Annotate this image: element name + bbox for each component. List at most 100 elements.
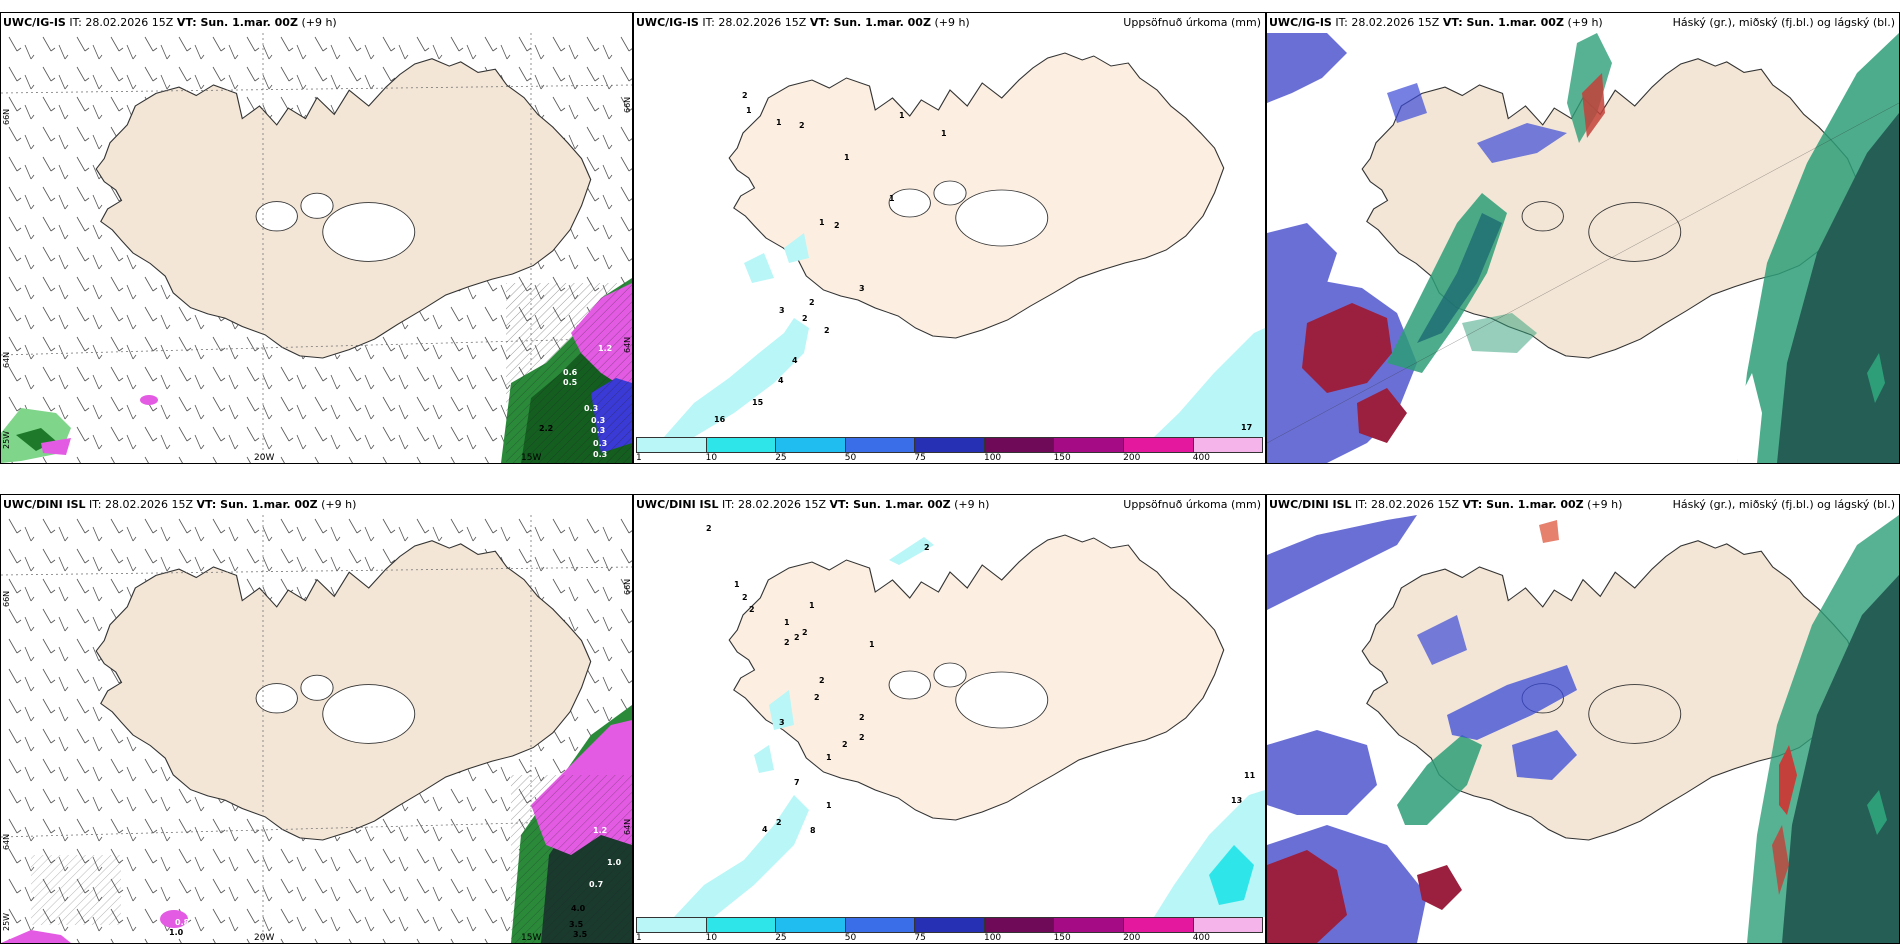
lon-label-20w: 20W [254,453,275,463]
legend-tick: 200 [1123,933,1141,943]
legend-swatch [845,438,916,452]
precip-legend-bar [636,437,1263,453]
precip-value: 1 [869,640,875,649]
lat-label-66n-right: 66N [623,578,632,595]
precip-value: 16 [714,415,726,424]
panel-title: UWC/IG-IS IT: 28.02.2026 15Z VT: Sun. 1.… [1267,13,1899,33]
precip-value: 13 [1231,796,1242,805]
legend-swatch [706,918,777,932]
wind-value: 0.3 [591,426,605,435]
legend-swatch [706,438,777,452]
model-name: UWC/IG-IS [3,16,66,29]
model-name: UWC/IG-IS [1269,16,1332,29]
legend-swatch [1193,438,1263,452]
precip-value: 2 [799,121,805,130]
legend-tick: 400 [1192,453,1210,463]
wind-value: 1.0 [169,928,184,937]
panel-title: UWC/DINI ISL IT: 28.02.2026 15Z VT: Sun.… [634,495,1265,515]
precip-panel-title: Uppsöfnuð úrkoma (mm) [1123,16,1261,29]
legend-swatch [776,918,846,932]
precip-legend: 1 10 25 50 75 100 150 200 400 [634,915,1265,943]
legend-tick: 50 [844,933,857,943]
lon-label-15w: 15W [521,933,542,943]
precip-value: 2 [834,221,840,230]
panel-title: UWC/DINI ISL IT: 28.02.2026 15Z VT: Sun.… [1,495,632,515]
init-time: IT: 28.02.2026 15Z [89,498,194,511]
precip-value: 3 [859,284,865,293]
precip-value: 1 [776,118,782,127]
wind-value: 3.5 [573,930,588,939]
legend-tick: 150 [1053,453,1071,463]
wind-value: 0.3 [591,416,605,425]
legend-swatch [984,438,1055,452]
init-time: IT: 28.02.2026 15Z [1335,16,1440,29]
precip-value: 3 [779,718,785,727]
precip-value: 2 [859,713,865,722]
model-name: UWC/DINI ISL [1269,498,1352,511]
panel-title: UWC/DINI ISL IT: 28.02.2026 15Z VT: Sun.… [1267,495,1899,515]
lon-label-15w: 15W [521,453,542,463]
precip-map-panel-bottom: UWC/DINI ISL IT: 28.02.2026 15Z VT: Sun.… [633,494,1266,944]
legend-swatch [984,918,1055,932]
precip-value: 8 [810,826,816,835]
legend-tick: 1 [636,933,642,943]
wind-map-panel-top: UWC/IG-IS IT: 28.02.2026 15Z VT: Sun. 1.… [0,12,633,464]
wind-value: 0.5 [563,378,578,387]
precip-value: 2 [824,326,830,335]
precip-value: 1 [819,218,825,227]
wind-value: 1.2 [593,826,607,835]
wind-value: 0.6 [563,368,578,377]
forecast-offset: (+9 h) [321,498,357,511]
legend-tick: 10 [705,933,718,943]
lat-label-25w: 25W [2,912,11,931]
legend-swatch [845,918,916,932]
legend-swatch [1054,438,1124,452]
precip-value: 1 [899,111,905,120]
legend-swatch [637,918,707,932]
cloud-map-panel-top: UWC/IG-IS IT: 28.02.2026 15Z VT: Sun. 1.… [1266,12,1900,464]
wind-map: 1.2 1.0 0.7 4.0 3.5 3.5 0.8 1.0 [1,515,632,943]
precip-value: 2 [859,733,865,742]
precip-value: 4 [778,376,784,385]
valid-time: VT: Sun. 1.mar. 00Z [829,498,951,511]
lat-label-64n-right: 64N [623,818,632,835]
legend-swatch [637,438,707,452]
valid-time: VT: Sun. 1.mar. 00Z [809,16,931,29]
cloud-panel-title: Háský (gr.), miðský (fj.bl.) og lágský (… [1672,498,1895,511]
lat-label-64n-right: 64N [623,336,632,353]
precip-value: 1 [809,601,815,610]
wind-value: 0.3 [593,439,607,448]
precip-value: 2 [706,524,712,533]
precip-value: 2 [742,593,748,602]
precip-legend-bar [636,917,1263,933]
wind-value: 0.3 [584,404,598,413]
init-time: IT: 28.02.2026 15Z [722,498,827,511]
precip-value: 15 [752,398,764,407]
valid-time: VT: Sun. 1.mar. 00Z [196,498,318,511]
forecast-offset: (+9 h) [954,498,990,511]
precip-value: 3 [779,306,785,315]
lat-label-66n: 66N [2,108,11,125]
precip-value: 1 [746,106,752,115]
precip-value: 1 [826,753,832,762]
cloud-map-panel-bottom: UWC/DINI ISL IT: 28.02.2026 15Z VT: Sun.… [1266,494,1900,944]
legend-tick: 400 [1192,933,1210,943]
legend-swatch [915,918,985,932]
legend-swatch [915,438,985,452]
precip-map-panel-top: UWC/IG-IS IT: 28.02.2026 15Z VT: Sun. 1.… [633,12,1266,464]
precip-value: 2 [924,543,930,552]
lat-label-25w: 25W [2,430,11,449]
legend-tick: 100 [983,453,1002,463]
model-name: UWC/DINI ISL [3,498,86,511]
legend-swatch [1123,438,1194,452]
panel-title: UWC/IG-IS IT: 28.02.2026 15Z VT: Sun. 1.… [1,13,632,33]
precip-value: 2 [784,638,790,647]
panel-title: UWC/IG-IS IT: 28.02.2026 15Z VT: Sun. 1.… [634,13,1265,33]
valid-time: VT: Sun. 1.mar. 00Z [1442,16,1564,29]
legend-tick: 75 [914,933,926,943]
cloud-map [1267,515,1899,943]
forecast-offset: (+9 h) [934,16,970,29]
precip-value: 7 [794,778,800,787]
precip-map: 2 1 1 2 1 1 1 1 1 2 3 2 2 3 2 4 4 15 16 … [664,52,1265,437]
model-name: UWC/DINI ISL [636,498,719,511]
